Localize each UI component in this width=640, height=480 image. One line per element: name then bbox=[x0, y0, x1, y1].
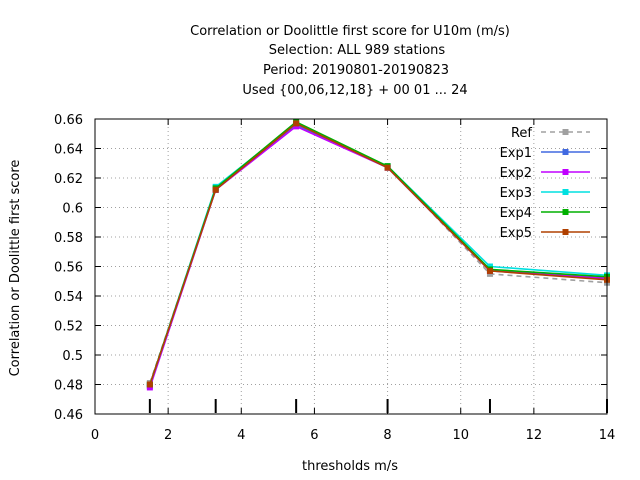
data-point bbox=[212, 186, 219, 193]
legend-label: Exp1 bbox=[500, 146, 532, 161]
legend-label: Ref bbox=[511, 126, 532, 141]
x-tick-label: 2 bbox=[164, 428, 172, 443]
legend: Ref Exp1 Exp2 Exp3 Exp4 Exp5 bbox=[500, 126, 590, 241]
data-point bbox=[486, 267, 493, 274]
legend-marker bbox=[562, 189, 569, 195]
series-line bbox=[149, 120, 608, 385]
y-tick-label: 0.56 bbox=[54, 261, 83, 276]
series-line bbox=[149, 125, 608, 388]
y-tick-label: 0.66 bbox=[54, 113, 83, 128]
legend-item-exp3: Exp3 bbox=[500, 186, 590, 201]
title-line-3: Period: 20190801-20190823 bbox=[263, 63, 449, 78]
legend-marker bbox=[562, 229, 569, 235]
series-exp3 bbox=[146, 120, 610, 388]
data-point bbox=[384, 164, 391, 171]
y-tick-label: 0.62 bbox=[54, 172, 83, 187]
x-tick-label: 4 bbox=[237, 428, 245, 443]
grid bbox=[95, 119, 607, 414]
legend-item-exp1: Exp1 bbox=[500, 146, 590, 161]
y-tick-label: 0.6 bbox=[62, 202, 83, 217]
legend-item-ref: Ref bbox=[511, 126, 590, 141]
data-point bbox=[293, 120, 300, 127]
series-ref bbox=[146, 120, 610, 387]
y-tick-label: 0.5 bbox=[62, 349, 83, 364]
series-line bbox=[149, 122, 608, 385]
title-line-1: Correlation or Doolittle first score for… bbox=[190, 24, 510, 39]
x-tick-label: 0 bbox=[91, 428, 99, 443]
legend-marker bbox=[562, 169, 569, 175]
title-line-2: Selection: ALL 989 stations bbox=[269, 43, 446, 58]
axis-ticks: 0 2 4 6 8 10 12 14 0.46 0.48 0.5 0.52 0.54 0.56 0.58 0.… bbox=[54, 113, 615, 443]
legend-label: Exp3 bbox=[500, 186, 532, 201]
legend-item-exp2: Exp2 bbox=[500, 166, 590, 181]
x-tick-label: 8 bbox=[383, 428, 391, 443]
data-point bbox=[146, 381, 153, 388]
threshold-marks bbox=[148, 399, 608, 413]
legend-label: Exp2 bbox=[500, 166, 532, 181]
x-tick-label: 10 bbox=[452, 428, 469, 443]
y-axis-label: Correlation or Doolittle first score bbox=[8, 160, 23, 377]
legend-label: Exp4 bbox=[500, 206, 532, 221]
x-tick-label: 14 bbox=[599, 428, 616, 443]
x-axis-label: thresholds m/s bbox=[302, 459, 398, 474]
y-tick-label: 0.52 bbox=[54, 320, 83, 335]
y-tick-label: 0.58 bbox=[54, 231, 83, 246]
legend-label: Exp5 bbox=[500, 226, 532, 241]
y-tick-label: 0.54 bbox=[54, 290, 83, 305]
series-exp5 bbox=[146, 120, 610, 388]
legend-item-exp5: Exp5 bbox=[500, 226, 590, 241]
chart-title: Correlation or Doolittle first score for… bbox=[190, 24, 510, 98]
x-tick-label: 12 bbox=[526, 428, 543, 443]
series-group bbox=[146, 118, 610, 391]
legend-marker bbox=[562, 149, 569, 155]
y-tick-label: 0.64 bbox=[54, 143, 83, 158]
title-line-4: Used {00,06,12,18} + 00 01 ... 24 bbox=[242, 83, 467, 98]
legend-marker bbox=[562, 129, 569, 135]
x-tick-label: 6 bbox=[310, 428, 318, 443]
series-exp4 bbox=[146, 118, 610, 388]
y-tick-label: 0.48 bbox=[54, 379, 83, 394]
legend-marker bbox=[562, 209, 569, 215]
legend-item-exp4: Exp4 bbox=[500, 206, 590, 221]
y-tick-label: 0.46 bbox=[54, 408, 83, 423]
